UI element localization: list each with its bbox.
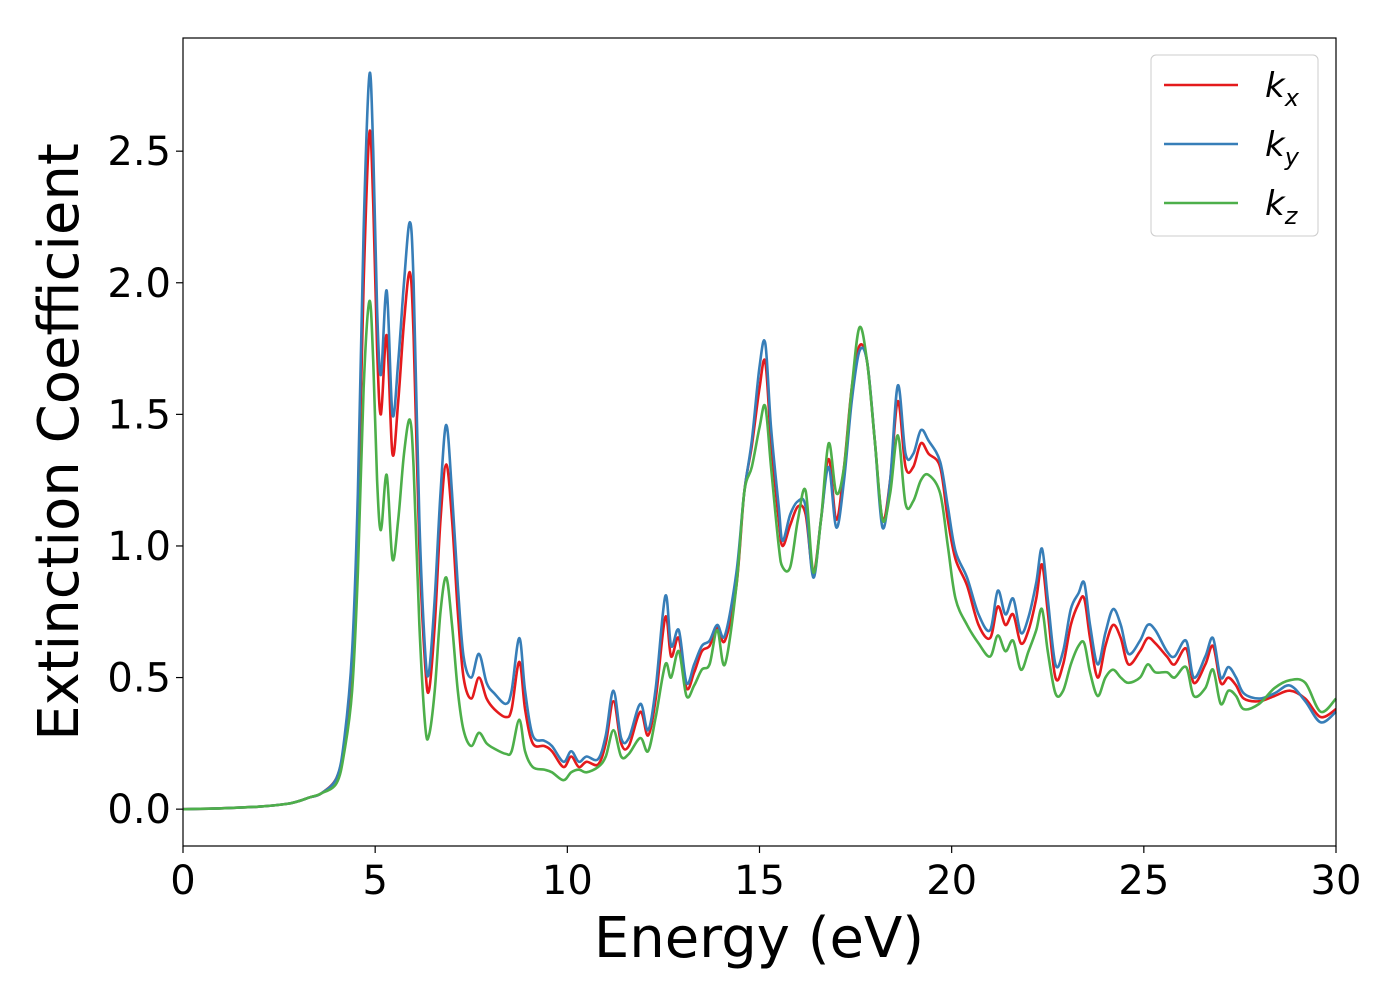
- x-axis-title: Energy (eV): [594, 906, 924, 971]
- y-tick-label: 1.0: [107, 524, 171, 570]
- x-tick-label: 25: [1118, 858, 1169, 904]
- legend-label-z: kz: [1265, 184, 1299, 230]
- y-tick-label: 1.5: [107, 392, 171, 438]
- legend-label-x: kx: [1265, 66, 1300, 112]
- series-line-z: [182, 299, 1337, 811]
- y-tick-label: 2.5: [107, 129, 171, 175]
- x-tick-label: 15: [734, 858, 785, 904]
- x-tick-label: 20: [926, 858, 977, 904]
- x-tick-label: 0: [170, 858, 195, 904]
- legend-label-y: ky: [1265, 125, 1300, 171]
- ticks-layer: 0 5 10 15 20 25 30 0.0 0.5 1.0 1.5 2.0 2.5: [107, 129, 1361, 904]
- x-tick-label: 5: [362, 858, 387, 904]
- y-tick-label: 0.0: [107, 787, 171, 833]
- legend-box: [1150, 54, 1319, 237]
- x-tick-label: 10: [542, 858, 593, 904]
- series-layer: [182, 71, 1337, 811]
- y-tick-label: 0.5: [107, 656, 171, 702]
- legend: kx ky kz: [1150, 54, 1319, 237]
- y-axis-title: Extinction Coefficient: [27, 143, 92, 741]
- x-tick-label: 30: [1311, 858, 1362, 904]
- y-tick-label: 2.0: [107, 261, 171, 307]
